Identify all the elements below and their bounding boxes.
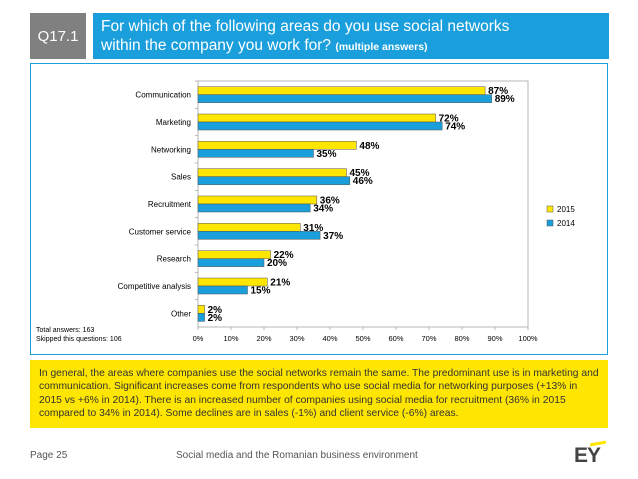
data-label-2014: 37% [323, 231, 343, 242]
bar-2014 [197, 313, 205, 322]
title-subtitle: (multiple answers) [335, 41, 428, 53]
skipped-note: Skipped this questions: 106 [36, 336, 122, 343]
category-label: Other [171, 309, 191, 318]
category-label: Customer service [129, 227, 192, 236]
x-tick-label: 10% [223, 334, 238, 343]
data-label-2014: 35% [317, 149, 337, 160]
bar-2014 [197, 285, 248, 295]
bar-2014 [197, 258, 265, 267]
category-label: Communication [135, 91, 191, 100]
category-label: Recruitment [148, 200, 192, 209]
title-line-1: For which of the following areas do you … [101, 18, 510, 35]
x-tick-label: 60% [388, 334, 403, 343]
bar-2014 [197, 231, 321, 240]
bar-2015 [197, 250, 271, 259]
summary-text: In general, the areas where companies us… [39, 368, 599, 420]
data-label-2015: 72% [439, 114, 459, 125]
legend-label-2014: 2014 [557, 219, 575, 228]
bar-2014 [197, 149, 314, 158]
data-label-2015: 48% [359, 141, 379, 152]
ey-logo: EY [574, 444, 601, 467]
title-bar: For which of the following areas do you … [93, 13, 609, 59]
x-tick-label: 80% [454, 334, 469, 343]
x-tick-label: 20% [256, 334, 271, 343]
data-label-2015: 2% [208, 305, 223, 316]
legend-swatch-2015 [546, 205, 554, 213]
title-line-2: within the company you work for? [101, 37, 332, 54]
category-label: Marketing [156, 118, 191, 127]
legend-label-2015: 2015 [557, 205, 575, 214]
total-answers-note: Total answers: 163 [36, 327, 95, 334]
question-code-box: Q17.1 [30, 13, 86, 59]
x-tick-label: 0% [193, 334, 204, 343]
data-label-2015: 45% [350, 168, 370, 179]
bar-2015 [197, 168, 347, 177]
data-label-2014: 46% [353, 176, 373, 187]
category-label: Research [157, 255, 191, 264]
data-label-2015: 31% [303, 223, 323, 234]
data-label-2015: 87% [488, 86, 508, 97]
bar-chart: 0% 10% 20% 30% 40% 50% 60% 70% 80% 90% 100% Communi… [118, 80, 575, 343]
data-label-2014: 2% [208, 313, 223, 324]
footer-title: Social media and the Romanian business e… [176, 450, 418, 461]
bar-2014 [197, 176, 351, 185]
x-tick-label: 30% [289, 334, 304, 343]
bar-2014 [197, 94, 492, 103]
data-label-2014: 34% [313, 204, 333, 215]
x-tick-label: 70% [421, 334, 436, 343]
x-tick-label: 40% [322, 334, 337, 343]
title-line-2-wrap: within the company you work for? (multip… [101, 36, 601, 57]
data-label-2015: 22% [274, 250, 294, 261]
legend-swatch-2014 [546, 219, 554, 227]
chart-box: 0% 10% 20% 30% 40% 50% 60% 70% 80% 90% 100% Communi… [30, 63, 608, 355]
bar-2015 [197, 305, 205, 314]
data-label-2015: 36% [320, 196, 340, 207]
data-label-2015: 21% [270, 278, 290, 289]
data-label-2014: 15% [251, 286, 271, 297]
page-number: Page 25 [30, 450, 68, 461]
x-tick-label: 50% [355, 334, 370, 343]
bar-2014 [197, 121, 443, 131]
question-code: Q17.1 [37, 27, 79, 45]
category-label: Sales [171, 173, 191, 182]
summary-box: In general, the areas where companies us… [30, 360, 608, 428]
category-label: Networking [151, 145, 191, 154]
data-label-2014: 89% [495, 94, 515, 105]
category-label: Competitive analysis [118, 282, 191, 291]
x-tick-label: 100% [518, 334, 538, 343]
bar-2015 [197, 223, 301, 232]
data-label-2014: 74% [445, 122, 465, 133]
x-tick-label: 90% [487, 334, 502, 343]
bar-2014 [197, 203, 311, 213]
bar-2015 [197, 195, 318, 205]
bar-2015 [197, 113, 436, 123]
bar-2015 [197, 86, 486, 95]
chart-notes: Total answers: 163 Skipped this question… [36, 326, 122, 344]
data-label-2014: 20% [267, 258, 287, 269]
